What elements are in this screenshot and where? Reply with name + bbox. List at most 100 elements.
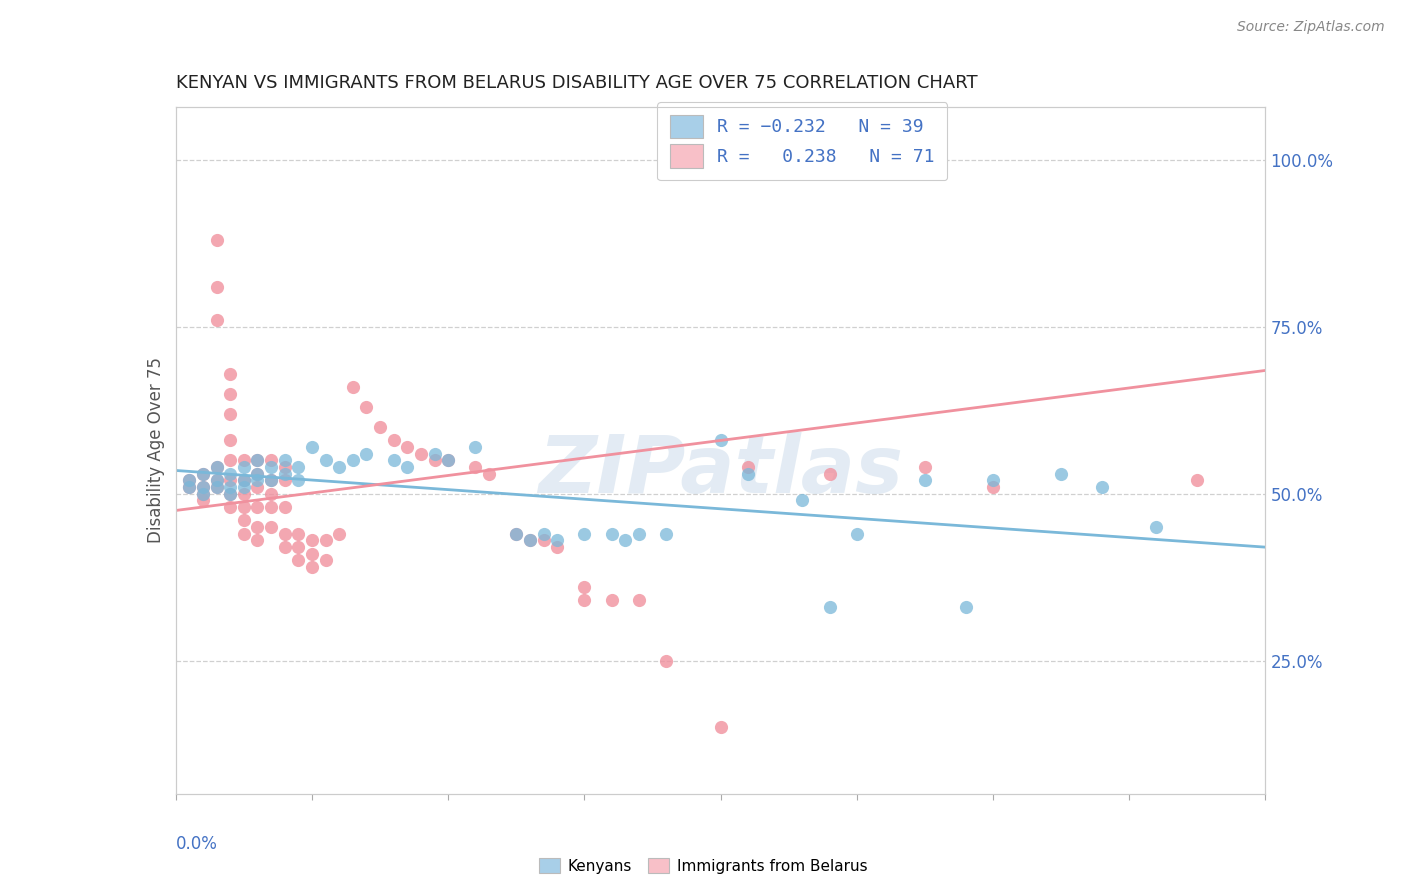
- Point: [1050, 467, 1073, 481]
- Point: [246, 474, 269, 488]
- Point: [232, 480, 254, 494]
- Point: [287, 526, 309, 541]
- Point: [260, 460, 283, 475]
- Point: [246, 480, 269, 494]
- Point: [260, 520, 283, 534]
- Point: [232, 474, 254, 488]
- Point: [191, 487, 214, 501]
- Point: [301, 560, 323, 574]
- Point: [246, 467, 269, 481]
- Point: [287, 460, 309, 475]
- Point: [710, 720, 733, 734]
- Point: [600, 593, 623, 607]
- Point: [328, 526, 350, 541]
- Point: [478, 467, 501, 481]
- Point: [246, 453, 269, 467]
- Point: [368, 420, 391, 434]
- Point: [356, 447, 378, 461]
- Point: [396, 460, 419, 475]
- Point: [914, 474, 936, 488]
- Point: [274, 500, 297, 515]
- Text: Source: ZipAtlas.com: Source: ZipAtlas.com: [1237, 20, 1385, 34]
- Point: [574, 526, 596, 541]
- Point: [205, 480, 228, 494]
- Point: [464, 460, 486, 475]
- Point: [205, 234, 228, 248]
- Point: [246, 533, 269, 548]
- Point: [533, 533, 555, 548]
- Point: [179, 480, 201, 494]
- Point: [342, 453, 364, 467]
- Point: [505, 526, 527, 541]
- Point: [219, 480, 242, 494]
- Point: [546, 533, 568, 548]
- Point: [737, 460, 759, 475]
- Point: [301, 547, 323, 561]
- Point: [179, 474, 201, 488]
- Point: [505, 526, 527, 541]
- Point: [287, 474, 309, 488]
- Point: [342, 380, 364, 394]
- Point: [219, 500, 242, 515]
- Point: [396, 440, 419, 454]
- Point: [301, 533, 323, 548]
- Point: [287, 540, 309, 554]
- Point: [232, 474, 254, 488]
- Point: [191, 493, 214, 508]
- Point: [423, 453, 446, 467]
- Point: [246, 467, 269, 481]
- Point: [274, 540, 297, 554]
- Point: [232, 500, 254, 515]
- Text: KENYAN VS IMMIGRANTS FROM BELARUS DISABILITY AGE OVER 75 CORRELATION CHART: KENYAN VS IMMIGRANTS FROM BELARUS DISABI…: [176, 74, 977, 92]
- Point: [274, 474, 297, 488]
- Point: [600, 526, 623, 541]
- Point: [437, 453, 460, 467]
- Point: [274, 460, 297, 475]
- Point: [845, 526, 868, 541]
- Point: [614, 533, 637, 548]
- Point: [818, 600, 841, 615]
- Point: [205, 313, 228, 327]
- Point: [219, 407, 242, 421]
- Point: [382, 453, 405, 467]
- Point: [232, 460, 254, 475]
- Point: [232, 487, 254, 501]
- Legend: Kenyans, Immigrants from Belarus: Kenyans, Immigrants from Belarus: [533, 852, 873, 880]
- Point: [382, 434, 405, 448]
- Point: [1187, 474, 1209, 488]
- Point: [315, 453, 337, 467]
- Point: [328, 460, 350, 475]
- Point: [219, 474, 242, 488]
- Point: [179, 480, 201, 494]
- Point: [655, 526, 678, 541]
- Point: [274, 526, 297, 541]
- Legend: R = −0.232   N = 39, R =   0.238   N = 71: R = −0.232 N = 39, R = 0.238 N = 71: [658, 103, 948, 180]
- Text: ZIPatlas: ZIPatlas: [538, 432, 903, 510]
- Point: [574, 580, 596, 594]
- Point: [260, 474, 283, 488]
- Point: [219, 367, 242, 381]
- Point: [219, 487, 242, 501]
- Point: [655, 653, 678, 667]
- Point: [219, 487, 242, 501]
- Point: [955, 600, 977, 615]
- Point: [191, 480, 214, 494]
- Point: [710, 434, 733, 448]
- Point: [981, 480, 1004, 494]
- Point: [219, 386, 242, 401]
- Point: [179, 474, 201, 488]
- Point: [246, 520, 269, 534]
- Point: [191, 487, 214, 501]
- Point: [219, 434, 242, 448]
- Point: [301, 440, 323, 454]
- Point: [546, 540, 568, 554]
- Point: [437, 453, 460, 467]
- Point: [287, 553, 309, 567]
- Point: [219, 453, 242, 467]
- Point: [818, 467, 841, 481]
- Point: [191, 480, 214, 494]
- Point: [232, 526, 254, 541]
- Text: 0.0%: 0.0%: [176, 835, 218, 853]
- Point: [205, 460, 228, 475]
- Point: [627, 526, 650, 541]
